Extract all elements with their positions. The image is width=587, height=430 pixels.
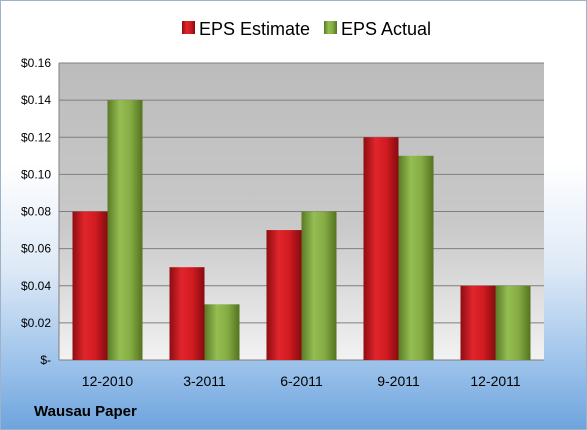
legend-label: EPS Actual bbox=[341, 19, 431, 39]
legend-swatch-estimate bbox=[182, 21, 195, 34]
bar-actual bbox=[495, 285, 531, 360]
x-tick-label: 12-2011 bbox=[470, 373, 521, 389]
legend-label: EPS Estimate bbox=[199, 19, 310, 39]
y-tick-label: $0.06 bbox=[21, 242, 51, 256]
x-tick-label: 9-2011 bbox=[377, 373, 420, 389]
bar-estimate bbox=[460, 285, 496, 360]
y-tick-label: $- bbox=[40, 353, 51, 367]
bar-actual bbox=[204, 304, 240, 360]
legend: EPS Estimate EPS Actual bbox=[182, 19, 431, 39]
x-tick-label: 6-2011 bbox=[280, 373, 323, 389]
bar-estimate bbox=[169, 267, 205, 360]
bar-actual bbox=[398, 155, 434, 360]
bar-actual bbox=[107, 100, 143, 360]
bars-group bbox=[72, 100, 531, 360]
y-tick-label: $0.08 bbox=[21, 205, 51, 219]
y-tick-label: $0.14 bbox=[21, 93, 51, 107]
y-axis: $- $0.02 $0.04 $0.06 $0.08 $0.10 $0.12 $0.14 $0.… bbox=[21, 56, 60, 367]
y-tick-label: $0.12 bbox=[21, 130, 51, 144]
x-tick-label: 12-2010 bbox=[82, 373, 134, 389]
bar-estimate bbox=[363, 137, 399, 360]
y-tick-label: $0.02 bbox=[21, 316, 51, 330]
bar-estimate bbox=[266, 230, 302, 360]
legend-swatch-actual bbox=[324, 21, 337, 34]
x-tick-label: 3-2011 bbox=[183, 373, 226, 389]
bar-estimate bbox=[72, 211, 108, 360]
x-axis: 12-2010 3-2011 6-2011 9-2011 12-2011 bbox=[82, 373, 521, 389]
y-tick-label: $0.16 bbox=[21, 56, 51, 70]
company-name: Wausau Paper bbox=[34, 403, 137, 420]
y-tick-label: $0.04 bbox=[21, 279, 51, 293]
y-tick-label: $0.10 bbox=[21, 167, 51, 181]
bar-actual bbox=[301, 211, 337, 360]
